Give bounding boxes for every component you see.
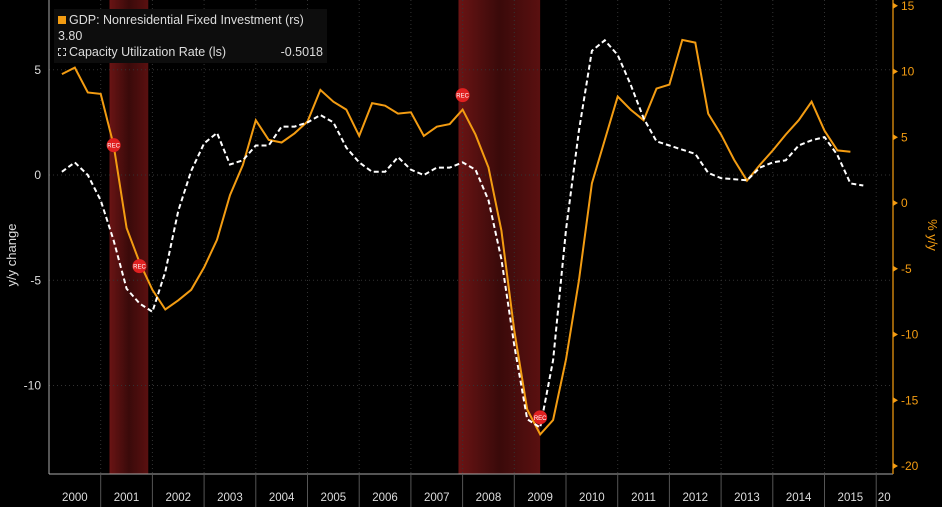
right-tick-label: 5 xyxy=(901,130,908,144)
right-tick-mark xyxy=(893,68,898,75)
right-tick-label: -10 xyxy=(901,328,919,342)
x-tick-label: 2012 xyxy=(682,492,708,504)
x-tick-label: 2014 xyxy=(786,492,812,504)
x-tick-label: 20 xyxy=(878,492,891,504)
x-tick-label: 2001 xyxy=(114,492,140,504)
right-tick-mark xyxy=(893,2,898,9)
x-tick-label: 2002 xyxy=(165,492,191,504)
x-tick-label: 2008 xyxy=(476,492,502,504)
capacity-utilization-line xyxy=(61,38,864,430)
x-tick-label: 2011 xyxy=(631,492,656,504)
recession-marker-label: REC xyxy=(534,416,547,422)
recession-band xyxy=(109,0,149,474)
right-tick-mark xyxy=(893,397,898,404)
x-tick-label: 2010 xyxy=(579,492,605,504)
right-axis-title: % y/y xyxy=(925,219,940,251)
right-tick-label: -15 xyxy=(901,393,919,407)
right-tick-mark xyxy=(893,265,898,272)
left-axis-title: y/y change xyxy=(4,224,19,287)
right-tick-label: 0 xyxy=(901,196,908,210)
x-tick-label: 2015 xyxy=(838,492,864,504)
x-tick-label: 2006 xyxy=(372,492,398,504)
right-tick-label: -5 xyxy=(901,262,912,276)
legend-item-gdp[interactable]: GDP: Nonresidential Fixed Investment (rs… xyxy=(58,13,304,43)
recession-marker xyxy=(132,259,147,274)
recession-marker-label: REC xyxy=(456,94,469,100)
legend-item-capacity[interactable]: Capacity Utilization Rate (ls) -0.5018 xyxy=(58,44,323,60)
recession-marker xyxy=(455,88,470,103)
x-tick-label: 2009 xyxy=(527,492,553,504)
x-tick-label: 2007 xyxy=(424,492,450,504)
recession-marker xyxy=(106,138,121,153)
x-tick-label: 2013 xyxy=(734,492,760,504)
left-tick-label: -10 xyxy=(24,379,42,393)
white-dashed-swatch-icon xyxy=(58,48,66,56)
x-tick-label: 2000 xyxy=(62,492,88,504)
recession-marker-label: REC xyxy=(107,144,120,150)
left-tick-label: -5 xyxy=(30,273,41,287)
recession-marker xyxy=(533,410,548,425)
right-tick-label: 15 xyxy=(901,0,915,13)
gdp-investment-line xyxy=(61,38,851,437)
left-tick-label: 5 xyxy=(34,63,41,77)
recession-band xyxy=(458,0,541,474)
x-tick-label: 2005 xyxy=(321,492,347,504)
right-tick-label: -20 xyxy=(901,459,919,473)
right-tick-mark xyxy=(893,463,898,469)
right-tick-mark xyxy=(893,134,898,141)
orange-swatch-icon xyxy=(58,16,66,24)
left-tick-label: 0 xyxy=(34,168,41,182)
x-tick-label: 2004 xyxy=(269,492,295,504)
right-tick-mark xyxy=(893,200,898,206)
x-tick-label: 2003 xyxy=(217,492,243,504)
legend: GDP: Nonresidential Fixed Investment (rs… xyxy=(54,9,327,63)
recession-marker-label: REC xyxy=(133,265,146,271)
right-tick-label: 10 xyxy=(901,65,915,79)
right-tick-mark xyxy=(893,331,898,338)
